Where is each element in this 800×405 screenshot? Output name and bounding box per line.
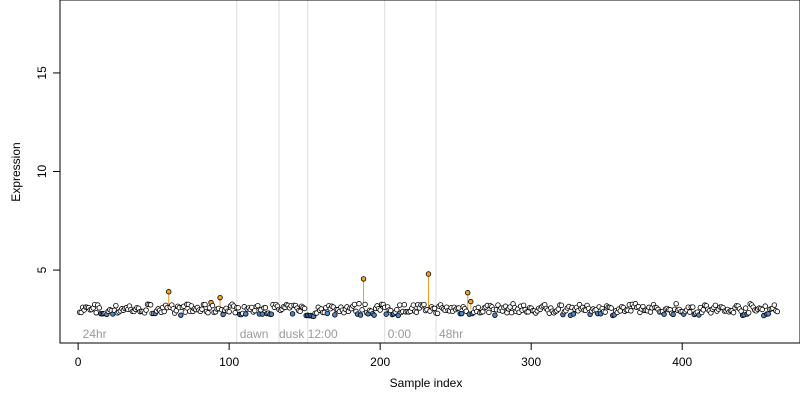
data-point [377,307,383,313]
data-point [268,311,275,317]
data-point [143,307,149,313]
data-point [351,301,358,308]
data-point [178,312,184,318]
x-axis: 0 100 200 300 400 [75,342,693,369]
data-point [289,311,296,317]
x-axis-label: Sample index [390,376,463,390]
data-point [431,305,438,312]
x-tick-label: 400 [672,355,692,369]
data-point [383,311,389,317]
data-point [413,309,420,315]
data-point [759,306,765,313]
data-point [93,310,99,316]
data-point [199,306,205,312]
data-point [661,311,667,317]
data-point [608,305,614,311]
x-tick-label: 100 [219,355,239,369]
data-point [492,312,498,318]
data-point [410,302,417,308]
data-point [425,271,432,277]
data-point [455,305,462,311]
data-point [147,302,154,308]
data-point [259,311,266,317]
data-point [558,302,565,309]
data-point [774,308,781,315]
data-point [468,298,474,305]
data-point [226,309,232,315]
data-point [255,302,261,309]
data-point [486,309,492,316]
data-point [217,294,223,301]
data-point [465,290,471,296]
region-label: dusk [279,327,305,341]
data-point [508,310,515,316]
data-point [297,308,303,315]
data-point [628,308,634,314]
data-point [762,303,768,309]
data-point [357,312,364,318]
region-labels: 24hr dawn dusk 12:00 0:00 48hr [83,327,463,341]
data-point [700,307,707,313]
data-point [602,309,608,315]
y-tick-label: 10 [35,165,49,179]
data-point [243,311,249,317]
data-point [262,305,269,311]
data-point [209,302,216,309]
data-point [205,310,211,316]
data-point [362,301,368,308]
data-point [324,310,331,317]
region-label: 0:00 [388,327,412,341]
data-point [730,309,737,316]
data-point [765,311,771,317]
x-tick-label: 0 [75,355,82,369]
data-points [76,271,781,320]
data-point [113,302,119,309]
data-point [397,302,403,308]
data-point [421,301,427,308]
x-tick-label: 300 [521,355,541,369]
data-point [687,309,693,315]
data-point [712,302,719,309]
data-point [371,312,377,318]
data-point [359,307,365,313]
x-tick-label: 200 [370,355,390,369]
data-point [360,276,367,282]
region-label: dawn [240,327,269,341]
data-point [742,305,749,311]
data-point [570,311,577,317]
data-point [356,301,362,307]
data-point [673,301,679,307]
data-point [434,310,441,317]
region-label: 48hr [439,327,463,341]
y-tick-label: 5 [35,266,49,273]
y-axis-label: Expression [9,142,23,201]
data-point [182,309,189,315]
data-point [301,305,308,312]
region-label: 12:00 [308,327,338,341]
y-axis: 5 10 15 [35,66,61,273]
data-point [475,304,482,311]
data-point [166,289,172,295]
data-point [401,301,408,308]
data-point [202,301,208,308]
data-point [459,310,465,317]
y-tick-label: 15 [35,66,49,80]
region-label: 24hr [83,327,107,341]
data-point [690,304,696,310]
data-point [232,309,238,316]
data-point [161,308,167,315]
data-point [670,311,676,318]
data-point [745,310,752,316]
data-point [332,312,338,318]
data-point [96,305,102,311]
divider-lines [236,0,437,343]
data-point [235,305,241,311]
data-point [771,302,778,308]
data-point [394,307,400,313]
